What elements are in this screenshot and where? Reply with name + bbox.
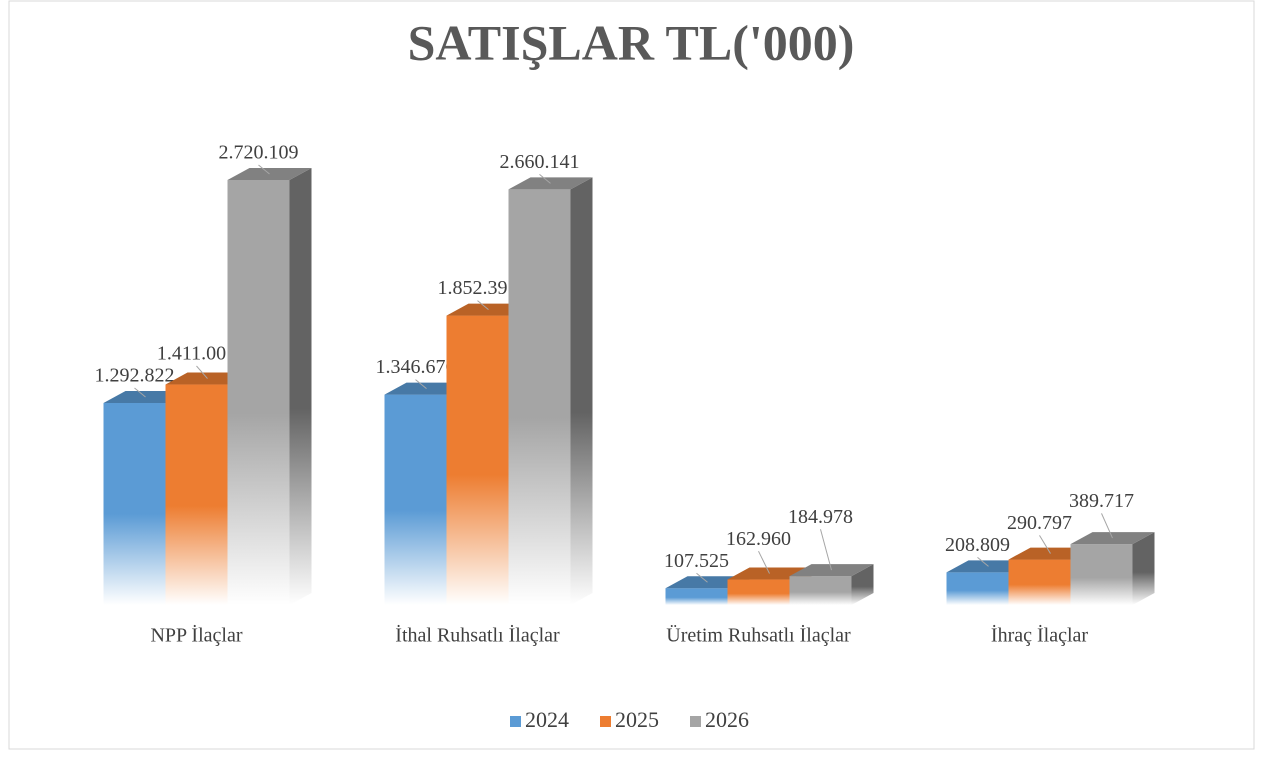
legend-label: 2025 [615,707,659,732]
bar-side [289,168,312,605]
bar-front [789,576,852,605]
leader-line [1039,535,1051,554]
bar-front [1070,544,1133,605]
data-label: 1.292.822 [95,365,175,387]
data-label: 389.717 [1069,490,1134,512]
leader-line [539,173,551,184]
bar-side [851,564,874,605]
bar-side [570,177,593,605]
x-tick-label: İhraç İlaçlar [991,624,1088,647]
data-label: 208.809 [945,534,1010,556]
bar-side [1132,532,1155,605]
leader-line [415,379,427,389]
bar [789,564,874,605]
bar [508,177,593,605]
legend-swatch [510,716,521,727]
legend-swatch [600,716,611,727]
leader-line [196,365,208,379]
bar-front [665,588,728,605]
x-tick-label: NPP İlaçlar [150,624,242,647]
leader-line [696,572,708,583]
leader-line [258,164,270,175]
bar-front [446,315,509,605]
leader-line [758,550,770,574]
data-label: 1.346.670 [376,356,456,378]
x-tick-label: İthal Ruhsatlı İlaçlar [395,624,560,647]
x-tick-label: Üretim Ruhsatlı İlaçlar [666,624,851,647]
leader-line [820,529,832,571]
bar [1070,532,1155,605]
data-label: 2.660.141 [500,151,580,173]
bar-front [1008,559,1071,605]
data-label: 290.797 [1007,512,1072,534]
leader-line [134,387,146,398]
leader-line [477,300,489,310]
bar-front [727,579,790,605]
bar [227,168,312,605]
bar-front [227,180,290,605]
data-label: 107.525 [664,550,729,572]
data-label: 162.960 [726,528,791,550]
data-label: 1.411.001 [157,343,236,365]
bar-front [165,384,228,605]
chart-title: SATIŞLAR TL('000) [408,14,855,70]
bar-front [508,189,571,605]
data-label: 1.852.395 [438,277,518,299]
bar-front [946,572,1009,605]
bar-front [103,403,166,605]
legend-label: 2024 [525,707,569,732]
leader-line [1101,513,1113,539]
data-label: 184.978 [788,506,853,528]
leader-line [977,556,989,567]
data-label: 2.720.109 [219,142,299,164]
bar-front [384,394,447,605]
legend-swatch [690,716,701,727]
legend-label: 2026 [705,707,749,732]
